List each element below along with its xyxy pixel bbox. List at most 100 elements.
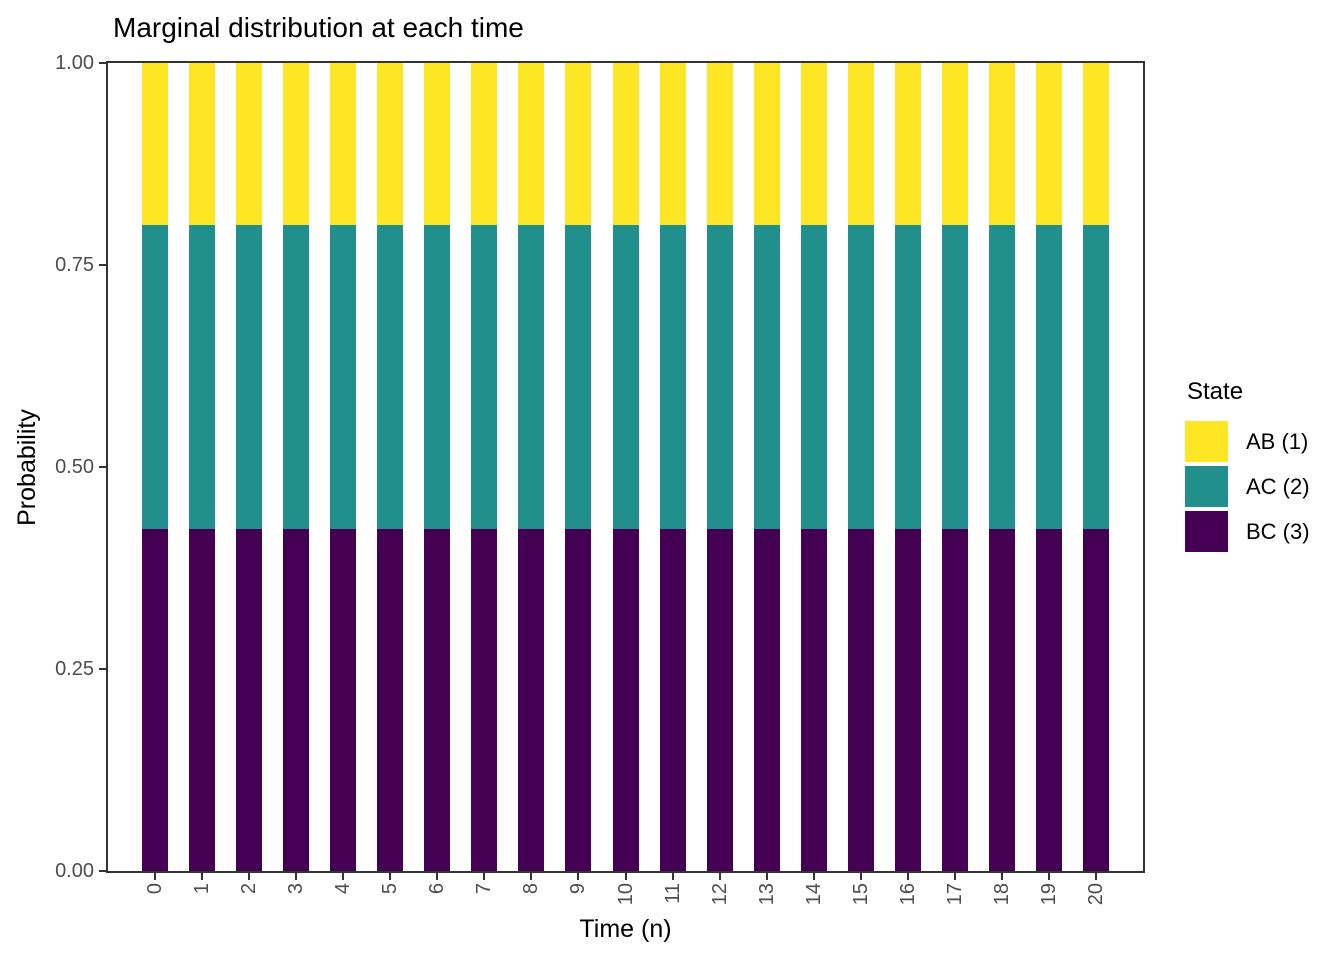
legend-key-swatch [1185,511,1228,552]
x-tick-mark [577,873,580,880]
y-tick-label: 0.50 [55,456,94,478]
x-tick-label: 13 [755,883,778,906]
y-tick-mark [99,264,106,266]
x-tick-mark [483,873,486,880]
x-tick-mark [906,873,909,880]
legend-entry-ab: AB (1) [1185,421,1310,462]
bar-segment-ac-x17 [941,224,968,530]
bar-segment-ab-x20 [1082,63,1109,225]
bar-segment-ab-x18 [988,63,1015,225]
x-tick-label: 10 [614,883,637,906]
bar-segment-ab-x10 [612,63,639,225]
bar-segment-ac-x5 [377,224,404,530]
bar-segment-ac-x18 [988,224,1015,530]
x-tick-mark [812,873,815,880]
bar-segment-bc-x11 [659,529,686,871]
bar-segment-ab-x2 [236,63,263,225]
y-tick-mark [99,668,106,670]
x-tick-label: 18 [990,883,1013,906]
x-tick-label: 3 [285,883,308,895]
bar-segment-bc-x16 [894,529,921,871]
bar-segment-ac-x4 [330,224,357,530]
bar-segment-ac-x15 [847,224,874,530]
x-tick-mark [859,873,862,880]
x-tick-mark [1000,873,1003,880]
x-tick-label: 5 [379,883,402,895]
x-tick-mark [295,873,298,880]
bar-segment-ab-x7 [471,63,498,225]
bar-segment-ab-x3 [283,63,310,225]
y-tick-label: 0.25 [55,658,94,680]
bar-segment-bc-x17 [941,529,968,871]
x-tick-label: 16 [896,883,919,906]
x-tick-label: 9 [567,883,590,895]
bar-segment-ab-x1 [189,63,216,225]
bar-segment-ac-x0 [142,224,169,530]
x-tick-mark [530,873,533,880]
x-tick-label: 20 [1084,883,1107,906]
bar-segment-ab-x14 [800,63,827,225]
bar-segment-bc-x8 [518,529,545,871]
bar-segment-bc-x12 [706,529,733,871]
bar-segment-ac-x9 [565,224,592,530]
x-tick-mark [1047,873,1050,880]
bar-segment-ac-x6 [424,224,451,530]
bar-segment-ab-x12 [706,63,733,225]
x-tick-mark [624,873,627,880]
bar-segment-bc-x5 [377,529,404,871]
x-tick-mark [248,873,251,880]
bar-segment-ab-x4 [330,63,357,225]
legend: State AB (1) AC (2) BC (3) [1185,378,1310,556]
bar-segment-bc-x7 [471,529,498,871]
bar-segment-ab-x11 [659,63,686,225]
legend-entry-label: AC (2) [1246,473,1310,499]
bar-segment-ab-x0 [142,63,169,225]
x-tick-mark [953,873,956,880]
bar-segment-bc-x4 [330,529,357,871]
x-tick-label: 1 [191,883,214,895]
bar-segment-bc-x10 [612,529,639,871]
bar-segment-ab-x16 [894,63,921,225]
x-tick-label: 6 [426,883,449,895]
bar-segment-ab-x17 [941,63,968,225]
x-tick-mark [201,873,204,880]
x-tick-label: 0 [144,883,167,895]
bar-segment-ac-x14 [800,224,827,530]
bar-segment-ab-x19 [1035,63,1062,225]
y-axis-title-wrap: Probability [13,63,41,871]
bar-segment-bc-x2 [236,529,263,871]
x-tick-label: 19 [1037,883,1060,906]
legend-key-swatch [1185,421,1228,462]
x-tick-label: 14 [802,883,825,906]
bar-segment-ac-x11 [659,224,686,530]
bar-segment-bc-x19 [1035,529,1062,871]
y-tick-label: 0.00 [55,860,94,882]
legend-entries: AB (1) AC (2) BC (3) [1185,421,1310,552]
bar-segment-ab-x8 [518,63,545,225]
legend-entry-ac: AC (2) [1185,466,1310,507]
bar-segment-ac-x1 [189,224,216,530]
x-tick-mark [389,873,392,880]
x-tick-mark [436,873,439,880]
bar-segment-bc-x0 [142,529,169,871]
bar-segment-ac-x13 [753,224,780,530]
x-tick-label: 2 [238,883,261,895]
y-tick-mark [99,870,106,872]
x-tick-label: 11 [661,883,684,904]
bar-segment-ac-x10 [612,224,639,530]
x-tick-label: 12 [708,883,731,906]
bar-segment-ac-x8 [518,224,545,530]
bar-segment-ac-x7 [471,224,498,530]
bar-segment-bc-x18 [988,529,1015,871]
bar-segment-ab-x6 [424,63,451,225]
bar-segment-bc-x1 [189,529,216,871]
bar-segment-ac-x16 [894,224,921,530]
bar-segment-bc-x3 [283,529,310,871]
y-tick-mark [99,62,106,64]
bar-segment-ab-x15 [847,63,874,225]
bar-segment-ab-x5 [377,63,404,225]
bar-segment-ac-x12 [706,224,733,530]
bar-segment-ac-x20 [1082,224,1109,530]
legend-entry-bc: BC (3) [1185,511,1310,552]
x-tick-label: 4 [332,883,355,895]
